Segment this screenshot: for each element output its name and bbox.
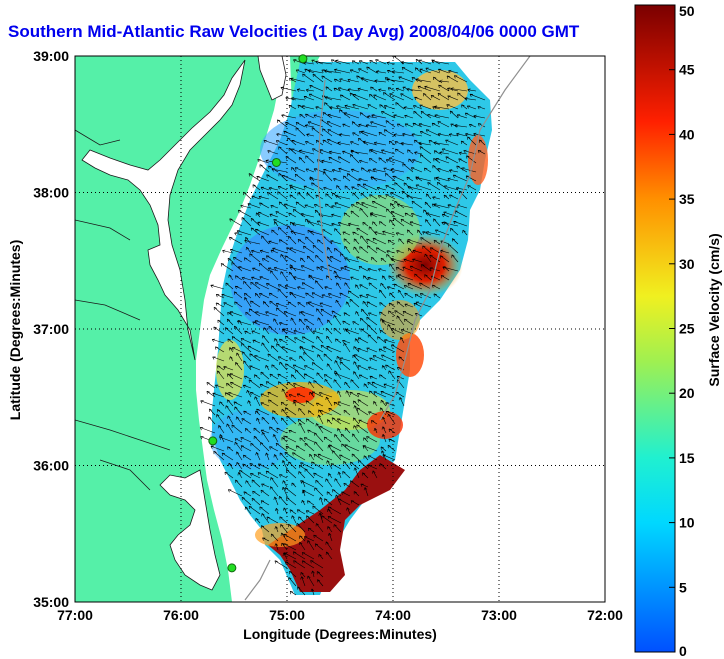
x-tick-label: 77:00 xyxy=(57,607,93,623)
y-tick-label: 35:00 xyxy=(33,594,69,610)
colorbar-tick-label: 0 xyxy=(679,643,687,659)
colorbar-tick-labels: 0 5 10 15 20 25 30 35 40 45 50 xyxy=(669,3,695,659)
colorbar-tick-label: 20 xyxy=(679,385,695,401)
colorbar-tick-label: 25 xyxy=(679,321,695,337)
colorbar-tick-label: 35 xyxy=(679,191,695,207)
y-tick-label: 39:00 xyxy=(33,48,69,64)
delaware-bay xyxy=(257,56,287,101)
chesapeake-bay xyxy=(81,59,246,361)
velocity-arrows xyxy=(199,56,486,596)
colorbar-tick-label: 10 xyxy=(679,515,695,531)
x-tick-label: 75:00 xyxy=(269,607,305,623)
colorbar-label: Surface Velocity (cm/s) xyxy=(706,233,722,387)
y-tick-labels: 35:00 36:00 37:00 38:00 39:00 xyxy=(33,48,69,610)
colorbar-tick-label: 5 xyxy=(679,579,687,595)
land-nj xyxy=(290,56,320,110)
x-tick-labels: 77:00 76:00 75:00 74:00 73:00 72:00 xyxy=(57,607,623,623)
coast-detail xyxy=(75,129,171,491)
colorbar-tick-label: 50 xyxy=(679,3,695,19)
station-marker xyxy=(298,54,308,64)
station-marker xyxy=(208,436,218,446)
map-title: Southern Mid-Atlantic Raw Velocities (1 … xyxy=(8,22,580,41)
station-marker xyxy=(271,157,281,167)
y-tick-label: 37:00 xyxy=(33,321,69,337)
grid-lines xyxy=(75,56,605,602)
y-axis-label: Latitude (Degrees:Minutes) xyxy=(7,239,23,421)
x-tick-label: 76:00 xyxy=(163,607,199,623)
x-tick-label: 72:00 xyxy=(587,607,623,623)
hot-band-south xyxy=(268,455,405,592)
y-tick-label: 38:00 xyxy=(33,185,69,201)
colorbar-tick-label: 45 xyxy=(679,62,695,78)
plot-frame xyxy=(74,55,606,603)
arrow-glyphs xyxy=(199,56,486,596)
land-delmarva xyxy=(75,56,282,602)
colorbar-tick-label: 15 xyxy=(679,450,695,466)
bathymetry-contours xyxy=(244,56,531,601)
y-tick-label: 36:00 xyxy=(33,458,69,474)
station-marker xyxy=(227,563,237,573)
pamlico-sound xyxy=(159,469,221,591)
x-tick-label: 73:00 xyxy=(481,607,517,623)
colorbar-tick-label: 30 xyxy=(679,256,695,272)
x-axis-label: Longitude (Degrees:Minutes) xyxy=(243,626,437,642)
x-tick-label: 74:00 xyxy=(375,607,411,623)
colorbar-tick-label: 40 xyxy=(679,126,695,142)
station-markers xyxy=(208,54,308,573)
